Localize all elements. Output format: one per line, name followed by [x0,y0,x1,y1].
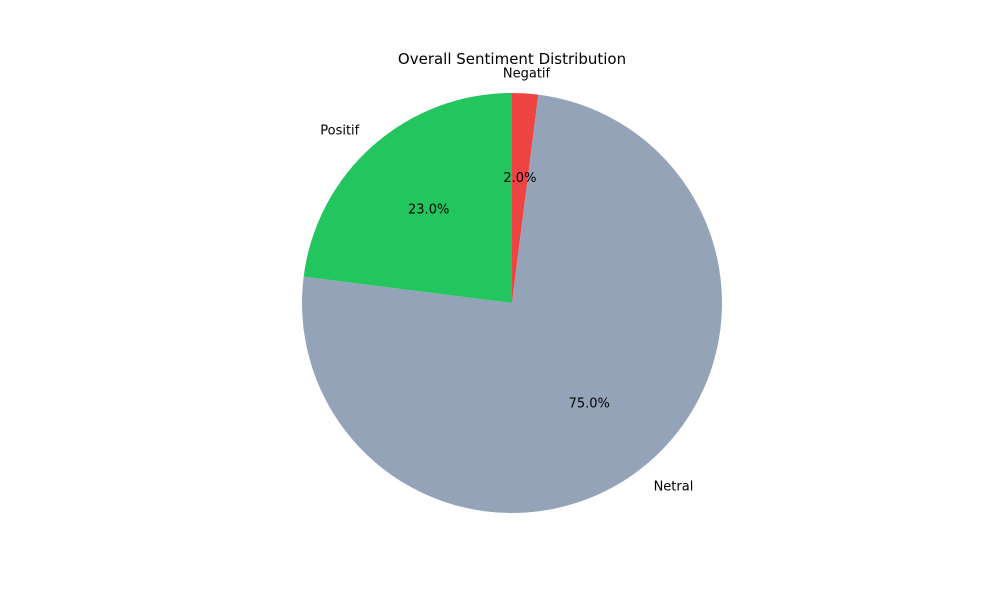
chart-title: Overall Sentiment Distribution [398,50,626,68]
pie-slice-label-negatif: Negatif [503,66,551,81]
pie-slice-positif [303,93,512,303]
pie-pct-label-netral: 75.0% [569,397,610,412]
pie-slice-label-netral: Netral [654,480,694,495]
pie-slice-label-positif: Positif [320,124,359,139]
pie-slices [301,93,722,513]
pie-slice-netral [301,94,722,513]
pie-pct-label-negatif: 2.0% [503,171,536,186]
pie-pct-label-positif: 23.0% [408,202,449,217]
pie-labels: 2.0% Negatif 75.0% Netral 23.0% Positif [320,66,693,494]
pie-slice-negatif [512,93,539,303]
